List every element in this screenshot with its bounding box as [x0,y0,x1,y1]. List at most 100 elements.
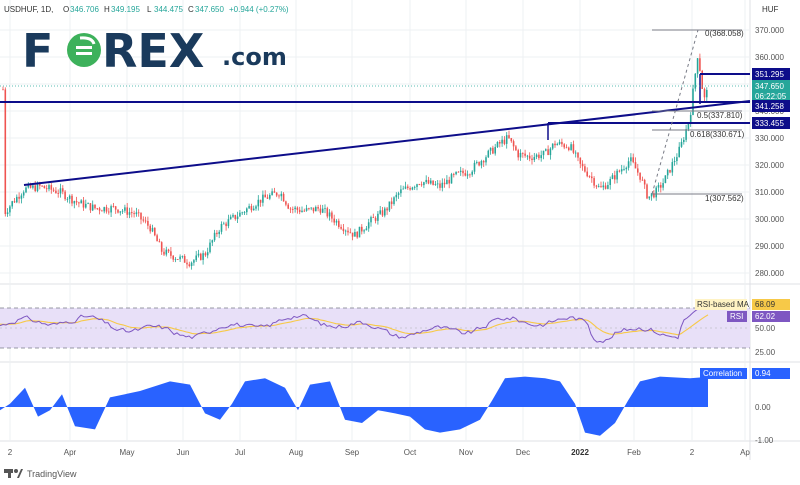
price-tick-label: 330.000 [755,134,784,143]
candle [225,221,227,231]
candle [68,194,71,204]
candle [151,224,154,233]
candle [239,210,241,217]
candle [248,203,250,209]
candle [280,191,283,201]
candle [131,207,133,218]
correlation-area [0,376,708,436]
candle [685,124,687,143]
candle [103,206,105,214]
candle [220,221,223,235]
fibonacci-retracement[interactable]: 0(368.058) 0.5(337.810) 0.618(330.671) 1… [651,29,745,203]
candle [25,186,27,194]
candle [328,209,331,221]
candle [22,190,25,199]
svg-text:Correlation: Correlation [703,369,742,378]
candle [602,181,605,191]
tradingview-footer[interactable]: TradingView [4,469,77,479]
candle [273,187,276,193]
candle [188,261,191,268]
candle [308,207,310,211]
candle [664,175,667,184]
candle [112,203,115,208]
candle [144,216,147,224]
candle [232,213,234,218]
candle [367,218,370,232]
candle [579,157,582,169]
price-tick-label: 290.000 [755,242,784,251]
candle [480,159,483,169]
candle [310,207,312,211]
candle [264,190,266,198]
candle [266,194,269,200]
candle [448,176,450,189]
candle [545,148,547,152]
candle [370,215,372,227]
candlestick-series[interactable] [2,53,708,270]
price-tick-label: 360.000 [755,53,784,62]
rsi-value-label: RSI 62.02 [727,311,790,322]
candle [133,210,135,218]
candle [344,229,347,236]
candle [317,204,319,212]
candle [666,168,669,180]
candle [349,228,352,234]
time-tick-label: 2 [690,448,695,457]
candle [315,205,317,212]
candle [538,152,540,161]
candle [597,183,600,188]
candle [402,185,404,190]
candle [416,183,418,191]
time-tick-label: Nov [459,448,473,457]
candle [147,216,149,230]
candle [397,191,400,199]
rising-trendline[interactable] [23,100,751,186]
candle [257,195,260,211]
candle [441,178,444,192]
symbol-name: USDHUF, 1D, [4,5,53,14]
candle [241,211,243,216]
candle [554,140,556,148]
candle [430,177,432,185]
candle [121,208,124,214]
candle [236,211,239,223]
candle [6,208,9,217]
candle [167,248,170,253]
candle [641,176,644,181]
rsi-pane[interactable]: RSI-based MA 68.09 RSI 62.02 50.00 25.00 [0,299,790,357]
candle [342,223,345,235]
candle [611,173,614,180]
candle [632,153,634,164]
correlation-pane[interactable]: Correlation 0.94 0.00 -1.00 [0,368,790,445]
candle [515,144,517,151]
close-label: C [188,5,194,14]
candle [128,207,131,219]
candle [186,259,188,269]
candle [117,209,119,214]
candle [2,86,4,91]
candle [678,142,680,158]
candle [303,208,306,212]
svg-text:333.455: 333.455 [755,119,784,128]
candle [110,204,112,217]
candle [381,207,384,217]
candle [183,254,186,263]
candle [294,205,296,213]
candle [404,181,407,190]
tradingview-brand: TradingView [27,469,77,479]
candle [434,180,437,186]
correlation-tick-0: 0.00 [755,403,771,412]
candle [197,249,200,258]
candle [386,206,388,215]
candle [568,146,570,152]
candle [59,183,62,198]
candle [50,182,53,194]
candle [517,148,519,161]
candle [181,255,184,259]
candle [190,261,193,270]
candle [482,159,485,167]
time-axis[interactable]: 2 Apr May Jun Jul Aug Sep Oct Nov Dec 2022 Feb 2 Ap [8,448,751,457]
candle [75,196,78,206]
price-tick-label: 370.000 [755,26,784,35]
